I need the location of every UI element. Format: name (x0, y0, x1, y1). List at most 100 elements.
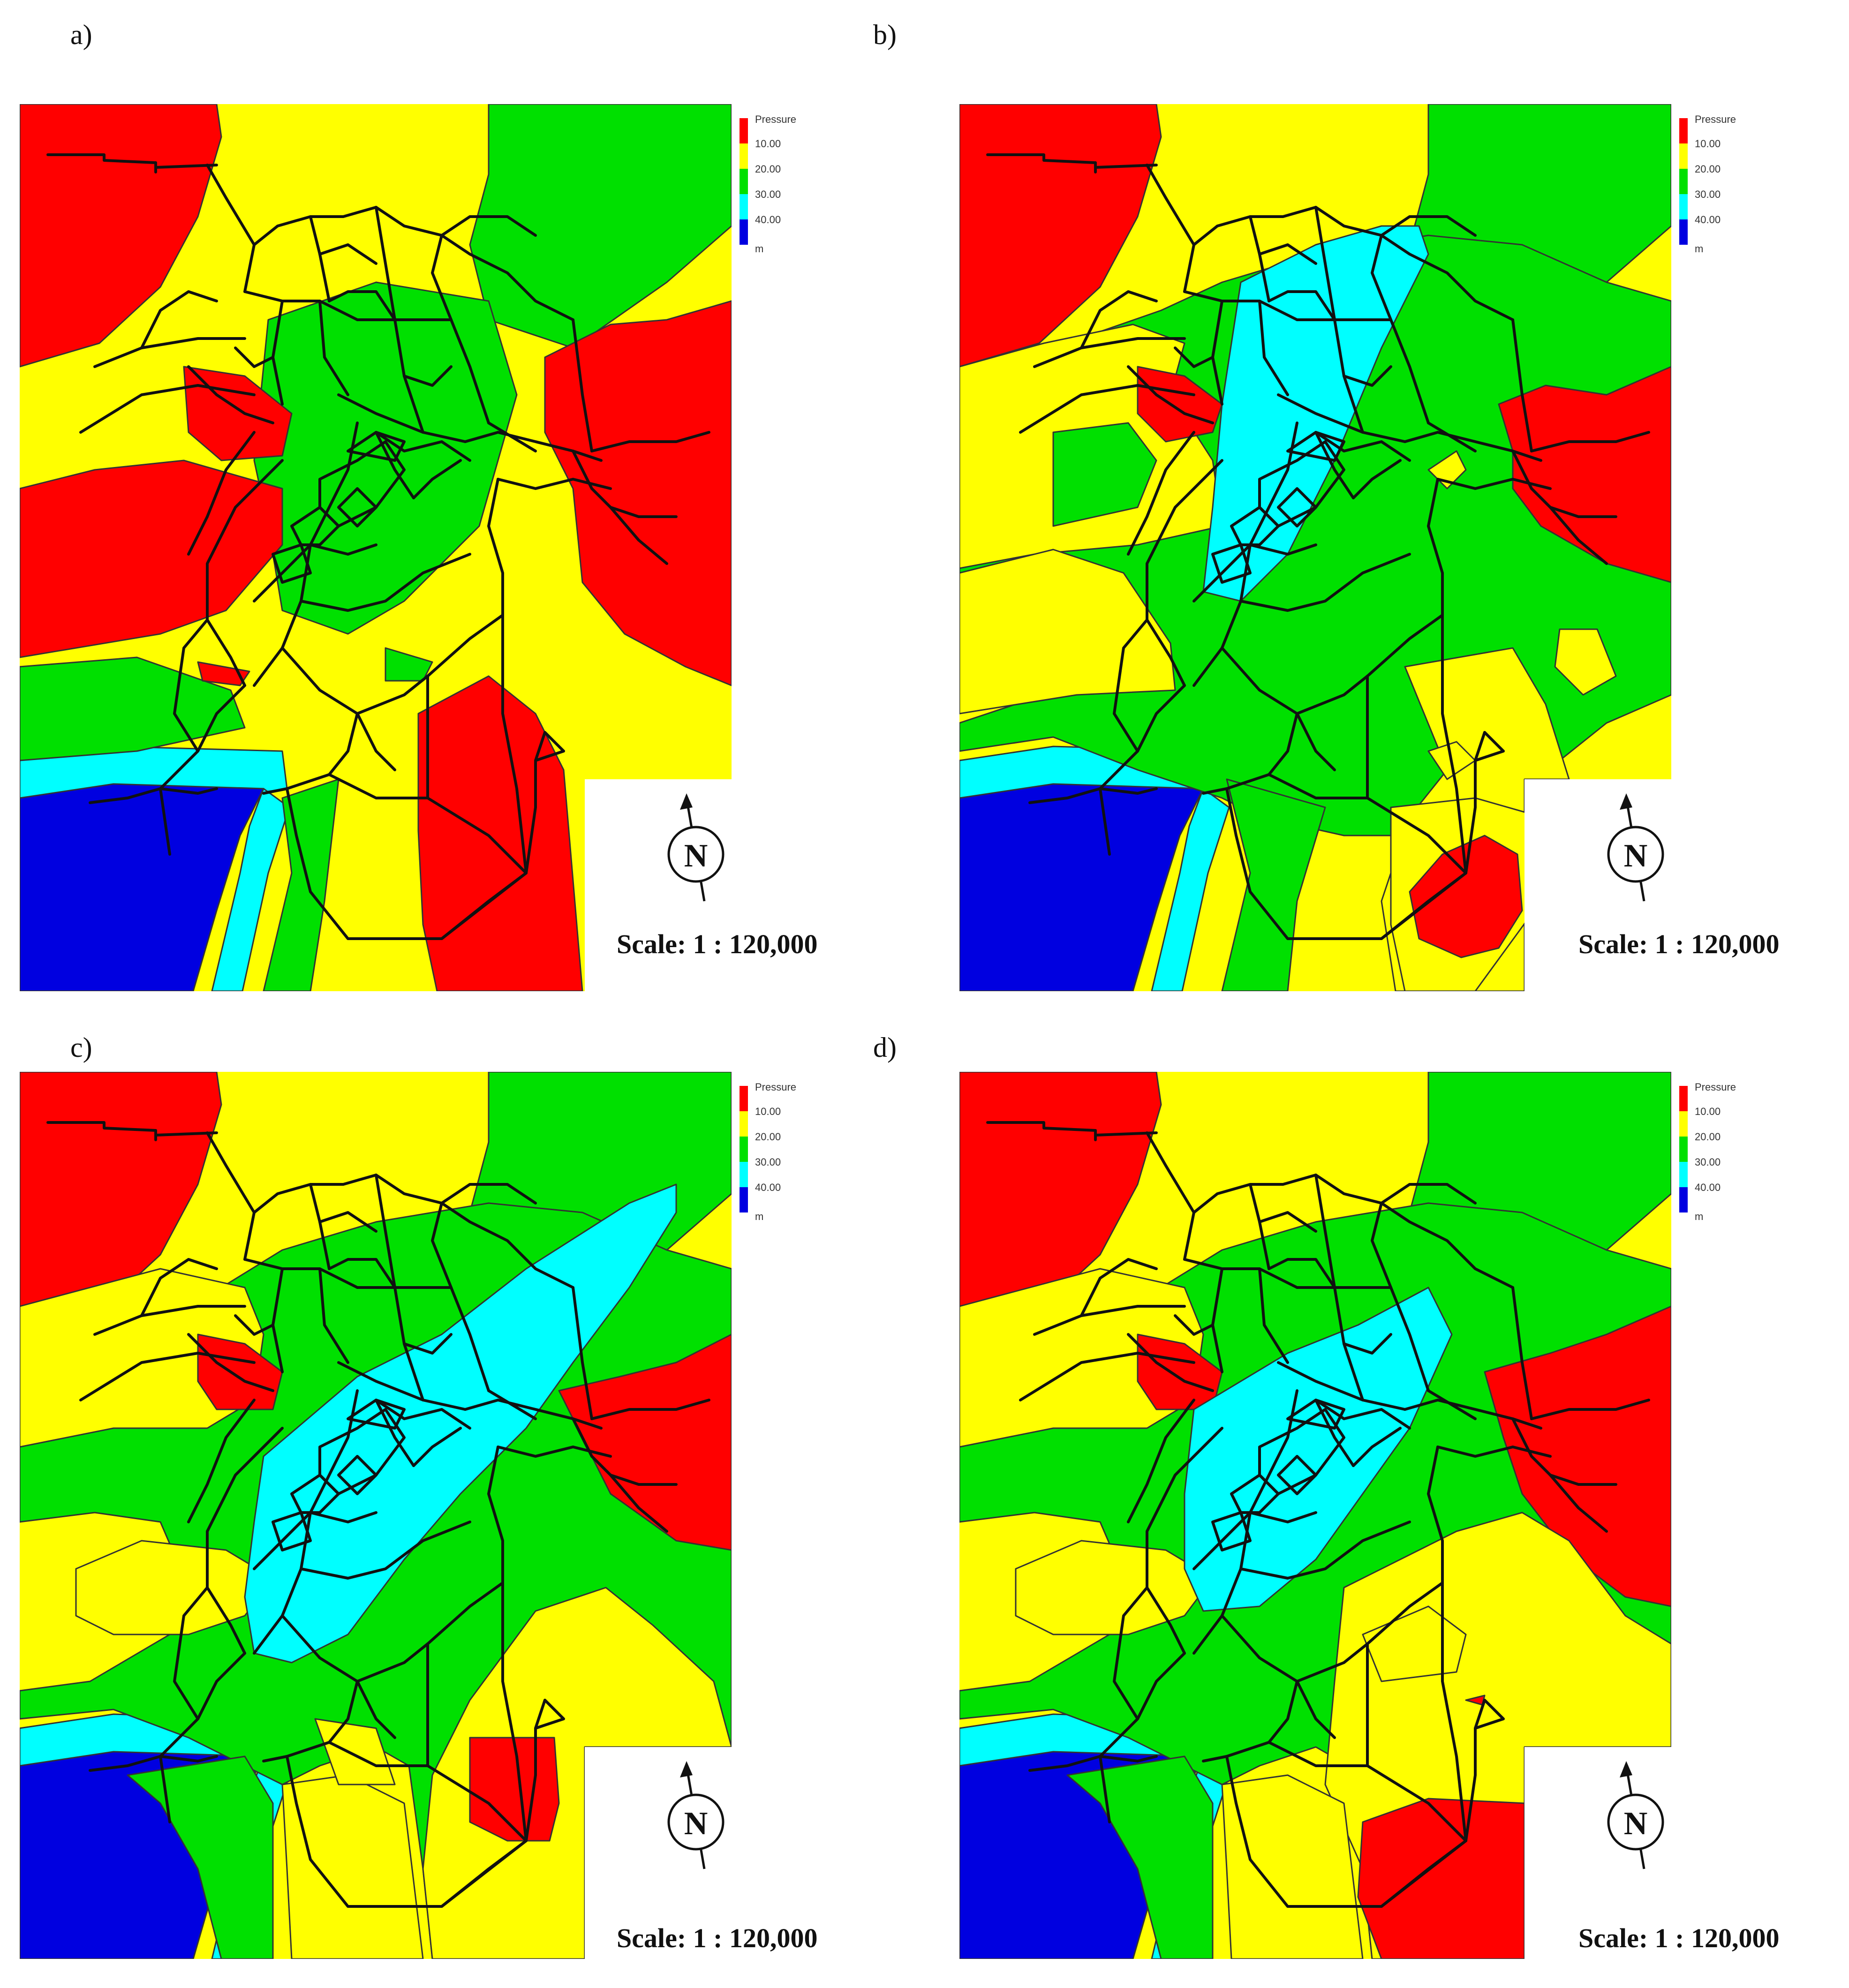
pipe-segment (1549, 1474, 1608, 1533)
pipe-segment (572, 1286, 593, 1420)
pipe-segment (1427, 422, 1477, 452)
pipe-segment (1366, 1764, 1467, 1842)
legend-unit: m (1695, 1211, 1703, 1222)
pipe-segment (1277, 1361, 1406, 1411)
pipe-segment (426, 797, 528, 874)
pipe-segment (1146, 1427, 1223, 1589)
pipe-segment (1530, 431, 1650, 452)
legend-color-swatch (740, 1187, 748, 1212)
pipe-segment (1371, 234, 1392, 321)
pipe-segment (328, 773, 429, 799)
pipe-segment (1174, 1314, 1214, 1336)
legend-tick-label: 30.00 (755, 188, 781, 200)
pipe-segment (403, 365, 453, 387)
pipe-segment (318, 243, 377, 265)
legend-color-swatch (1679, 1137, 1688, 1162)
pipe-segment (487, 478, 504, 617)
pipe-segment (159, 1755, 171, 1823)
pipe-segment (1033, 1305, 1186, 1336)
pipe-segment (487, 1446, 504, 1584)
pipe-segment (534, 1699, 565, 1730)
legend-color-swatch (740, 169, 748, 194)
pipe-segment (1258, 1267, 1289, 1364)
pipe-segment (1080, 1258, 1158, 1317)
north-label: N (1624, 838, 1648, 874)
pipe-segment (173, 1586, 209, 1720)
pipe-segment (1366, 797, 1467, 874)
pipe-segment (497, 478, 612, 490)
pressure-zone (197, 661, 250, 686)
scale-label-a: Scale: 1 : 120,000 (617, 929, 818, 959)
pipe-segment (272, 543, 312, 584)
pipe-segment (1404, 1399, 1514, 1420)
legend-color-swatch (740, 1111, 748, 1137)
pipe-segment (140, 290, 218, 349)
pipe-segment (328, 1741, 429, 1767)
pipe-segment (1380, 215, 1477, 237)
pipe-segment (187, 365, 274, 424)
pipe-segment (286, 1755, 528, 1908)
pipe-segment (375, 1174, 396, 1289)
legend-unit: m (1695, 243, 1703, 255)
pressure-zone (1498, 366, 1671, 583)
pipe-segment (1099, 1755, 1158, 1762)
scale-label-b: Scale: 1 : 120,000 (1578, 929, 1780, 959)
pipe-segment (1549, 506, 1608, 565)
pipe-segment (1268, 773, 1369, 799)
pressure-zone (1015, 1540, 1214, 1635)
pipe-segment (328, 1680, 359, 1744)
north-arrow-icon: N (1607, 793, 1664, 902)
pipe-segment (431, 234, 453, 321)
pipe-segment (1530, 1399, 1650, 1420)
pipe-segment (290, 506, 340, 546)
pressure-map-a: Pressure 10.00 20.00 30.00 40.00 m N (20, 104, 796, 991)
pipe-segment (89, 1755, 162, 1772)
map-svg: Pressure 10.00 20.00 30.00 40.00 m N (20, 1072, 796, 1959)
pressure-zone (1554, 628, 1617, 696)
legend-tick-label: 20.00 (755, 163, 781, 175)
pipe-segment (1296, 1642, 1369, 1683)
pipe-segment (1146, 1131, 1195, 1261)
pipe-segment (234, 1314, 274, 1336)
pipe-network (46, 1121, 710, 1908)
pipe-segment (206, 1427, 284, 1589)
pressure-zone (544, 300, 732, 686)
north-arrow-icon: N (667, 1761, 725, 1869)
pipe-segment (356, 1680, 396, 1739)
pipe-segment (243, 1258, 359, 1289)
pipe-segment (356, 1642, 429, 1683)
pipe-segment (89, 787, 162, 804)
pipe-segment (1192, 543, 1252, 687)
pipe-segment (1174, 346, 1214, 368)
legend-tick-label: 10.00 (755, 138, 781, 150)
pipe-segment (1258, 1211, 1317, 1233)
pipe-segment (1474, 731, 1505, 762)
pipe-segment (1389, 318, 1430, 424)
pipe-segment (426, 1764, 528, 1842)
pipe-segment (93, 337, 246, 368)
pressure-zone (469, 1737, 560, 1842)
pipe-segment (1268, 712, 1298, 776)
pipe-segment (1258, 300, 1289, 396)
legend-color-swatch (1679, 1086, 1688, 1111)
pipe-segment (46, 1121, 218, 1137)
pipe-segment (450, 318, 490, 424)
pipe-segment (187, 1399, 256, 1523)
pipe-segment (272, 1511, 312, 1551)
pressure-zone (1221, 1774, 1364, 1959)
pipe-segment (609, 1474, 668, 1533)
pipe-segment (1366, 1581, 1444, 1645)
pipe-segment (318, 1267, 349, 1364)
pipe-segment (1314, 206, 1336, 321)
north-label: N (684, 1806, 708, 1842)
legend-tick-label: 40.00 (755, 1182, 781, 1193)
pipe-segment (1343, 365, 1392, 387)
pipe-segment (253, 543, 312, 687)
pipe-segment (1239, 1521, 1411, 1580)
pipe-segment (159, 684, 246, 790)
pipe-network (986, 1121, 1650, 1908)
pipe-segment (1268, 1680, 1298, 1744)
pipe-segment (426, 614, 504, 678)
pressure-zone (959, 783, 1204, 991)
pipe-segment (206, 1131, 256, 1261)
